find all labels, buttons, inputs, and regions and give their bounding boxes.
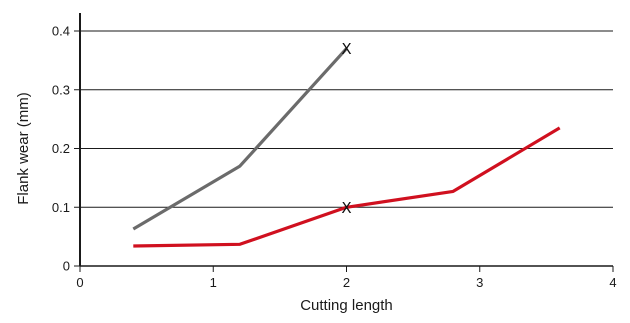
y-tick-label: 0.2	[52, 141, 70, 156]
series-marker-2: X	[341, 199, 351, 217]
series-lines	[132, 47, 561, 248]
x-tick-label: 4	[609, 275, 616, 290]
series-line-2	[133, 126, 561, 248]
tick-labels: 0 0.1 0.2 0.3 0.4 0 1 2 3 4	[52, 24, 617, 291]
y-axis-title: Flank wear (mm)	[15, 92, 32, 205]
x-tick-label: 0	[76, 275, 83, 290]
x-tick-label: 2	[343, 275, 350, 290]
x-axis-title: Cutting length	[300, 297, 393, 314]
series-line-1	[132, 47, 348, 231]
series-marker-1: X	[341, 40, 351, 58]
x-tick-label: 1	[210, 275, 217, 290]
y-tick-label: 0.4	[52, 24, 70, 39]
y-tick-label: 0.3	[52, 82, 70, 97]
x-tick-label: 3	[476, 275, 483, 290]
y-tick-label: 0	[63, 259, 70, 274]
axes	[74, 13, 614, 272]
y-tick-label: 0.1	[52, 200, 70, 215]
series-markers: XX	[341, 40, 351, 217]
